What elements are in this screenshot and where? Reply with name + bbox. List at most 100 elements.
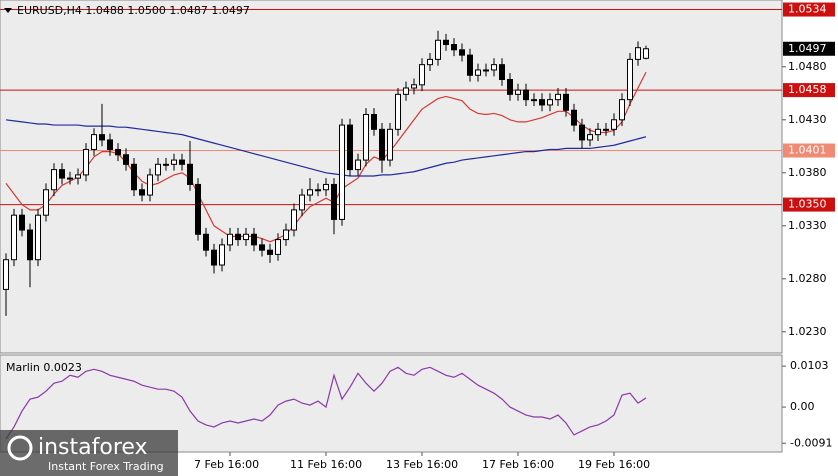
chart-header: EURUSD,H4 1.0488 1.0500 1.0487 1.0497 — [17, 4, 250, 17]
menu-triangle — [4, 8, 12, 13]
candle-body — [635, 47, 641, 60]
candle-body — [443, 39, 449, 46]
candle-body — [611, 119, 617, 130]
candle-body — [347, 124, 353, 171]
candle-body — [379, 128, 385, 161]
candles — [3, 30, 649, 316]
x-tick-label: 17 Feb 16:00 — [482, 458, 554, 471]
candle-body — [403, 87, 409, 95]
candle-body — [59, 169, 65, 179]
candle-body — [139, 189, 145, 196]
axes: 1.0480 1.0430 1.0380 1.0330 1.0280 1.0230 0.01… — [194, 2, 835, 471]
candle-body — [155, 163, 161, 176]
level-label-box — [783, 83, 835, 98]
candle-body — [539, 99, 545, 106]
candle-body — [3, 259, 9, 290]
candle-body — [251, 233, 257, 246]
candle-body — [283, 229, 289, 241]
candle-body — [603, 128, 609, 131]
candle-body — [299, 194, 305, 211]
candle-body — [147, 174, 153, 196]
candle-body — [267, 249, 273, 255]
watermark-tagline: Instant Forex Trading — [48, 460, 164, 473]
candle-body — [563, 93, 569, 111]
candle-body — [571, 109, 577, 126]
candle-body — [227, 233, 233, 246]
candle-body — [643, 48, 649, 59]
watermark: instaforex Instant Forex Trading — [0, 430, 178, 476]
candle-body — [475, 69, 481, 76]
candle-body — [483, 69, 489, 72]
candle-body — [11, 214, 17, 261]
candle-body — [395, 93, 401, 130]
candle-body — [235, 233, 241, 241]
x-tick-label: 19 Feb 16:00 — [578, 458, 650, 471]
level-label: 1.0350 — [788, 198, 827, 211]
candle-body — [331, 183, 337, 220]
candle-body — [211, 249, 217, 266]
candle-body — [123, 154, 129, 165]
y-tick-label: 1.0430 — [788, 113, 827, 126]
candle-body — [195, 183, 201, 235]
level-label-box — [783, 143, 835, 158]
candle-body — [371, 113, 377, 130]
candle-body — [435, 39, 441, 60]
x-tick-label: 13 Feb 16:00 — [386, 458, 458, 471]
indicator-tick-label: 0.0103 — [790, 359, 829, 372]
candle-body — [219, 244, 225, 266]
candle-body — [107, 139, 113, 150]
current-price-label: 1.0497 — [788, 42, 827, 55]
candle-body — [555, 93, 561, 101]
y-tick-label: 1.0380 — [788, 166, 827, 179]
price-pane — [0, 0, 783, 354]
candle-body — [27, 229, 33, 261]
candle-body — [619, 99, 625, 121]
candle-body — [387, 128, 393, 161]
candle-body — [291, 209, 297, 231]
candle-body — [587, 134, 593, 141]
candle-body — [115, 148, 121, 156]
candle-body — [259, 244, 265, 251]
candle-body — [51, 169, 57, 191]
candle-body — [91, 134, 97, 150]
moving-average — [5, 71, 647, 243]
candle-body — [99, 134, 105, 141]
candle-body — [187, 163, 193, 185]
watermark-name: instaforex — [38, 435, 148, 460]
y-tick-label: 1.0480 — [788, 60, 827, 73]
candle-body — [459, 49, 465, 56]
candle-body — [579, 124, 585, 141]
candle-body — [523, 89, 529, 101]
indicator-title: Marlin 0.0023 — [6, 361, 82, 374]
candle-body — [19, 214, 25, 231]
candle-body — [419, 64, 425, 86]
candle-body — [179, 159, 185, 165]
candle-body — [467, 54, 473, 76]
candle-body — [35, 214, 41, 261]
candle-body — [355, 159, 361, 171]
overlays — [5, 71, 647, 243]
candle-body — [275, 239, 281, 255]
level-label-box — [783, 2, 835, 17]
candle-body — [323, 183, 329, 191]
level-label-box — [783, 197, 835, 212]
moving-average — [5, 119, 647, 177]
candle-body — [507, 79, 513, 95]
candle-body — [171, 159, 177, 165]
current-price-box — [783, 41, 835, 56]
candle-body — [163, 163, 169, 166]
candle-body — [595, 128, 601, 136]
candle-body — [131, 163, 137, 191]
x-tick-label: 11 Feb 16:00 — [290, 458, 362, 471]
candle-body — [363, 113, 369, 161]
indicator-tick-label: 0.00 — [790, 400, 815, 413]
indicator-line — [5, 366, 647, 440]
watermark-logo — [7, 435, 33, 461]
candle-body — [627, 58, 633, 101]
candle-body — [315, 189, 321, 192]
candle-body — [67, 177, 73, 180]
x-tick-label: 7 Feb 16:00 — [194, 458, 259, 471]
candle-body — [547, 99, 553, 106]
